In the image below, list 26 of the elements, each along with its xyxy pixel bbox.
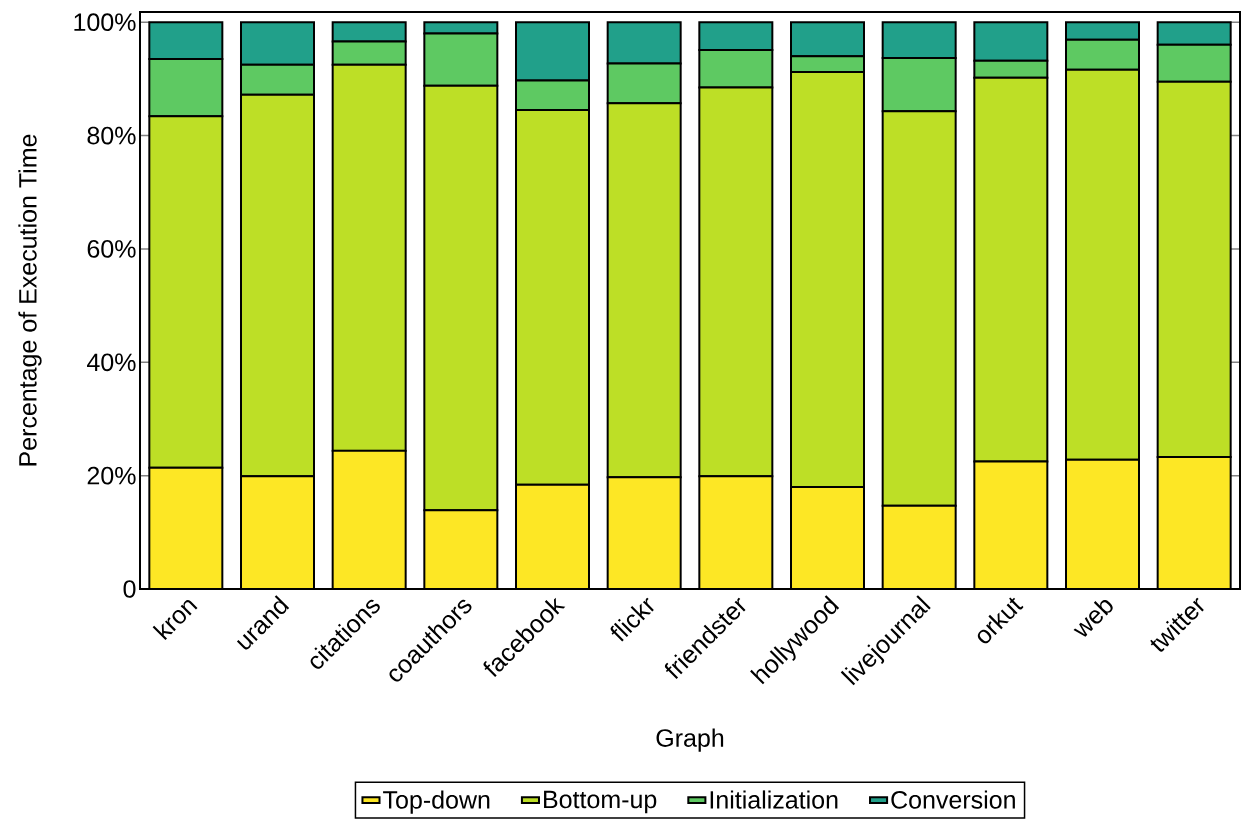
bar xyxy=(516,484,589,589)
legend-label: Initialization xyxy=(710,790,838,809)
y-tick-label: 20% xyxy=(87,466,136,485)
bar xyxy=(974,461,1048,589)
legend-label: Conversion xyxy=(891,790,1015,809)
bar xyxy=(424,510,498,589)
bar xyxy=(1156,455,1232,589)
legend-label: Top-down xyxy=(383,790,490,814)
bar xyxy=(1066,459,1139,589)
y-tick-label: 0 xyxy=(123,580,136,598)
bar xyxy=(149,467,223,589)
x-axis-title: Graph xyxy=(656,728,724,752)
bar xyxy=(332,450,406,589)
bar xyxy=(882,505,956,589)
y-tick-label: 40% xyxy=(87,353,136,372)
y-tick-label: 100% xyxy=(74,13,136,32)
y-tick-label: 60% xyxy=(87,240,136,258)
bar xyxy=(241,476,314,589)
y-tick-label: 80% xyxy=(87,126,136,145)
bar xyxy=(607,477,681,589)
x-tick-label: web xyxy=(1073,600,1113,637)
bar xyxy=(791,486,864,589)
x-tick-label: kron xyxy=(152,599,198,640)
y-axis-title: Percentage of Execution Time xyxy=(18,134,42,466)
bar xyxy=(699,476,773,589)
legend-label: Bottom-up xyxy=(544,790,657,814)
